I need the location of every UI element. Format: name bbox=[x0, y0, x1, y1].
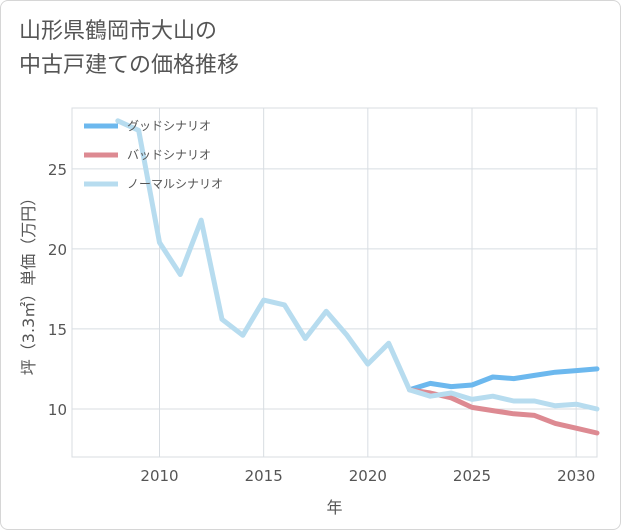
chart-title: 山形県鶴岡市大山の 中古戸建ての価格推移 bbox=[19, 15, 239, 83]
y-axis-label: 坪（3.3㎡）単価（万円） bbox=[19, 190, 38, 375]
chart-title-line-2: 中古戸建ての価格推移 bbox=[19, 53, 240, 78]
y-axis-ticks: 10 15 20 25 bbox=[48, 161, 67, 419]
grid-lines bbox=[72, 108, 597, 457]
plot-frame bbox=[71, 107, 598, 458]
y-tick-label: 25 bbox=[48, 161, 67, 179]
x-tick-label: 2030 bbox=[557, 467, 595, 485]
legend-label: ノーマルシナリオ bbox=[127, 177, 223, 191]
y-tick-label: 10 bbox=[48, 401, 67, 419]
x-axis-label: 年 bbox=[326, 498, 342, 517]
legend-label: バッドシナリオ bbox=[127, 148, 211, 162]
x-tick-label: 2015 bbox=[245, 467, 283, 485]
y-tick-label: 20 bbox=[48, 241, 67, 259]
series-lines bbox=[115, 118, 600, 436]
legend-label: グッドシナリオ bbox=[127, 119, 211, 133]
series-line-0 bbox=[407, 366, 600, 393]
y-tick-label: 15 bbox=[48, 321, 67, 339]
series-line-2 bbox=[115, 118, 600, 412]
x-axis-ticks: 2010 2015 2020 2025 2030 bbox=[140, 467, 595, 485]
x-tick-label: 2025 bbox=[453, 467, 491, 485]
chart-title-line-1: 山形県鶴岡市大山の bbox=[19, 19, 218, 44]
x-tick-label: 2010 bbox=[140, 467, 178, 485]
x-tick-label: 2020 bbox=[349, 467, 387, 485]
